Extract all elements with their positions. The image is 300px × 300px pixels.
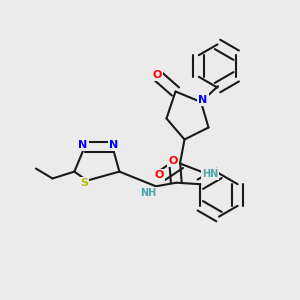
Text: NH: NH bbox=[140, 188, 157, 198]
Text: O: O bbox=[155, 170, 164, 181]
Text: O: O bbox=[169, 156, 178, 166]
Text: N: N bbox=[199, 94, 208, 105]
Text: N: N bbox=[79, 140, 88, 150]
Text: O: O bbox=[152, 70, 162, 80]
Text: N: N bbox=[110, 140, 118, 150]
Text: HN: HN bbox=[202, 169, 218, 179]
Text: S: S bbox=[80, 178, 88, 188]
